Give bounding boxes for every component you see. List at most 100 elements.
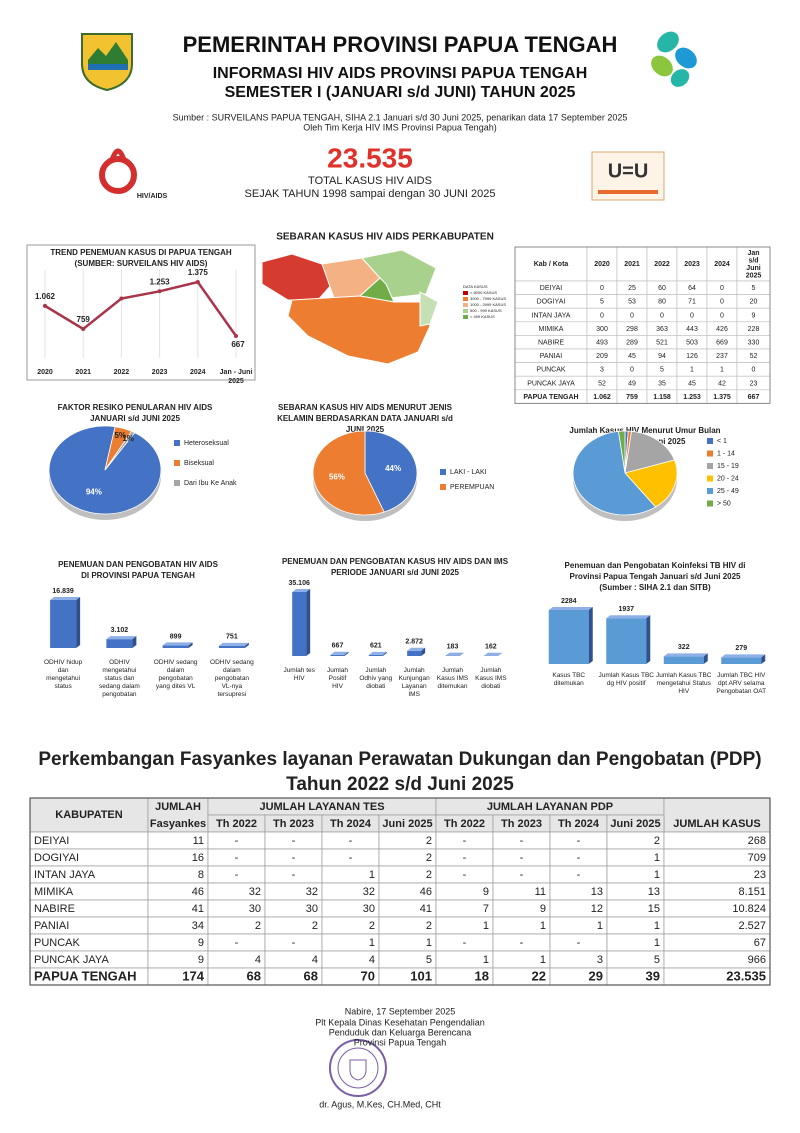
- table-cell-text: 2: [426, 852, 432, 864]
- bar-side: [76, 597, 81, 648]
- table-cell-text: 503: [686, 340, 698, 347]
- table-cell-text: 1: [654, 920, 660, 932]
- legend-swatch: [707, 488, 713, 494]
- pie-slice: [312, 430, 385, 516]
- x-tick-label: Kasus TBC ditemukan: [552, 672, 585, 687]
- table-cell-text: 39: [646, 968, 660, 983]
- table-cell-text: -: [292, 835, 296, 847]
- table-cell-text: INTAN JAYA: [34, 869, 96, 881]
- data-label: 94%: [86, 488, 102, 497]
- table-cell-text: 426: [716, 326, 728, 333]
- text-line: Positif: [329, 675, 347, 682]
- text-line: ODHIV hidup: [44, 659, 83, 666]
- table-cell-text: 330: [748, 340, 760, 347]
- table-cell-text: 709: [748, 852, 766, 864]
- table-cell-text: DEIYAI: [540, 285, 562, 292]
- bar-side: [588, 607, 593, 664]
- text-line: Kunjungan: [399, 675, 430, 682]
- text-line: HIV: [332, 683, 344, 690]
- bar-top: [445, 652, 464, 656]
- bar-top: [483, 652, 502, 656]
- x-tick-label: 2021: [75, 369, 91, 376]
- table-cell-text: 60: [658, 285, 666, 292]
- data-label: 2284: [561, 598, 577, 605]
- logo-text: U=U: [608, 160, 649, 182]
- table-cell-text: -: [235, 869, 239, 881]
- table-cell-text: 32: [249, 886, 261, 898]
- table-cell-text: 268: [748, 835, 766, 847]
- text-line: pengobatan: [215, 675, 250, 682]
- x-tick-label: Jan - Juni 2025: [220, 369, 253, 385]
- table-cell-text: 1: [654, 937, 660, 949]
- table-cell-text: 2: [426, 920, 432, 932]
- text-line: dpt ARV selama: [718, 680, 765, 687]
- text-line: 2020: [594, 261, 610, 268]
- legend-swatch: [463, 297, 468, 301]
- table-cell-text: -: [577, 852, 581, 864]
- table-cell-text: 1.062: [593, 394, 611, 401]
- text-line: dalam: [167, 667, 185, 674]
- table-cell-text: 5: [600, 299, 604, 306]
- chart-title: Provinsi Papua Tengah Januari s/d Juni 2…: [569, 572, 741, 581]
- bar-top: [330, 651, 349, 655]
- table-cell-text: 1.253: [683, 394, 701, 401]
- text-line: 2023: [152, 369, 168, 376]
- chart-title: PERIODE JANUARI s/d JUNI 2025: [331, 568, 460, 577]
- table-cell-text: 94: [658, 353, 666, 360]
- x-tick-label: Jumlah Kasus TBC mengetahui Status HIV: [656, 672, 712, 695]
- text-line: Jan: [747, 250, 759, 257]
- table-cell-text: 52: [598, 380, 606, 387]
- legend-swatch: [440, 484, 446, 490]
- trend-point: [119, 296, 124, 301]
- legend-label: Biseksual: [184, 460, 214, 467]
- legend-label: 500 - 999 KASUS: [470, 308, 502, 313]
- table-cell-text: 0: [660, 312, 664, 319]
- data-label: 5%: [114, 431, 126, 440]
- x-tick-label: ODHIV hidup dan mengetahui status: [44, 659, 83, 690]
- table-cell-text: 4: [255, 954, 261, 966]
- text-line: yang dites VL: [156, 683, 196, 690]
- text-line: Jumlah: [365, 667, 386, 674]
- bar-side: [497, 652, 502, 656]
- bar: [292, 592, 307, 656]
- table-title: Perkembangan Fasyankes layanan Perawatan…: [38, 749, 761, 770]
- table-cell-text: 5: [660, 367, 664, 374]
- data-label: 183: [447, 644, 459, 651]
- table-cell: [29, 797, 149, 833]
- legend-label: 1000 - 2999 KASUS: [470, 302, 506, 307]
- table-cell-text: 5: [654, 954, 660, 966]
- legend-label: 3000 - 7999 KASUS: [470, 296, 506, 301]
- bar-side: [188, 642, 193, 648]
- table-cell-text: PUNCAK: [34, 937, 81, 949]
- table-cell: [147, 797, 209, 833]
- legend-swatch: [463, 303, 468, 307]
- table-cell-text: -: [292, 852, 296, 864]
- signature-name: dr. Agus, M.Kes, CH.Med, CHt: [319, 1099, 441, 1109]
- text-line: Pengobatan OAT: [716, 688, 766, 695]
- pie-slice: [624, 430, 675, 474]
- bar-top: [407, 647, 426, 651]
- table-cell-text: PANIAI: [34, 920, 69, 932]
- table-cell-text: 9: [483, 886, 489, 898]
- table-cell-text: 1: [483, 954, 489, 966]
- table-cell-text: 228: [748, 326, 760, 333]
- text-line: ODHIV sedang: [210, 659, 254, 666]
- table-cell-text: 443: [686, 326, 698, 333]
- x-tick-label: 2020: [37, 369, 53, 376]
- text-line: ditemukan: [438, 683, 468, 690]
- text-line: Jan - Juni: [220, 369, 253, 376]
- table-cell-text: 1: [654, 869, 660, 881]
- table-cell-text: 0: [720, 285, 724, 292]
- table-cell-text: 2: [654, 835, 660, 847]
- text-line: Jumlah Kasus TBC: [656, 672, 712, 679]
- legend-title: DATA KASUS: [463, 284, 488, 289]
- table-header: Th 2024: [558, 818, 600, 830]
- bar: [548, 610, 589, 664]
- table-cell-text: 30: [249, 903, 261, 915]
- bar-side: [344, 651, 349, 656]
- bar-top: [292, 589, 311, 592]
- data-label: 322: [678, 644, 690, 651]
- text-line: dg HIV positif: [607, 680, 646, 687]
- table-cell-text: -: [520, 852, 524, 864]
- text-line: mengetahui: [102, 667, 136, 674]
